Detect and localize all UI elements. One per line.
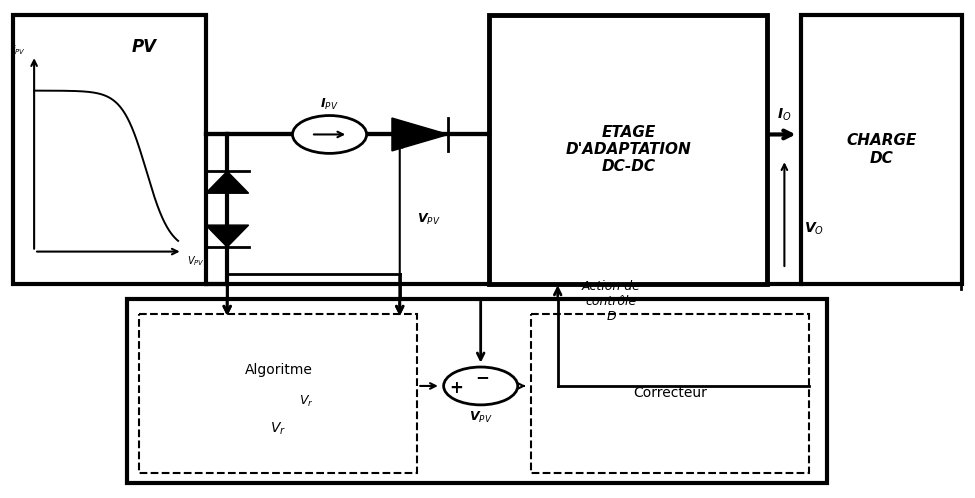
Polygon shape [206,171,249,193]
Bar [127,299,827,483]
Circle shape [292,116,367,153]
Bar [801,15,962,284]
Text: +: + [449,379,463,397]
Polygon shape [392,118,449,151]
Text: V$_O$: V$_O$ [803,221,824,237]
Text: I$_{PV}$: I$_{PV}$ [320,97,339,112]
Bar [13,15,206,284]
Text: I$_O$: I$_O$ [777,107,792,123]
Text: Algoritme: Algoritme [245,363,312,376]
Text: V$_r$: V$_r$ [270,420,287,437]
Text: ETAGE
D'ADAPTATION
DC-DC: ETAGE D'ADAPTATION DC-DC [566,124,691,174]
Polygon shape [206,225,249,247]
Text: Correcteur: Correcteur [634,386,707,400]
Text: V$_{PV}$: V$_{PV}$ [469,410,492,425]
Text: −: − [476,369,489,386]
Circle shape [444,367,518,405]
Text: PV: PV [132,38,156,56]
Text: CHARGE
DC: CHARGE DC [846,133,917,166]
Bar [489,15,767,284]
Bar [531,314,809,473]
Text: V$_{PV}$: V$_{PV}$ [417,212,441,227]
Text: V$_r$: V$_r$ [298,393,314,409]
Bar [139,314,417,473]
Text: Action de
contrôle
D: Action de contrôle D [582,280,641,323]
Text: V$_{PV}$: V$_{PV}$ [187,254,206,268]
Text: i$_{PV}$: i$_{PV}$ [13,43,26,57]
